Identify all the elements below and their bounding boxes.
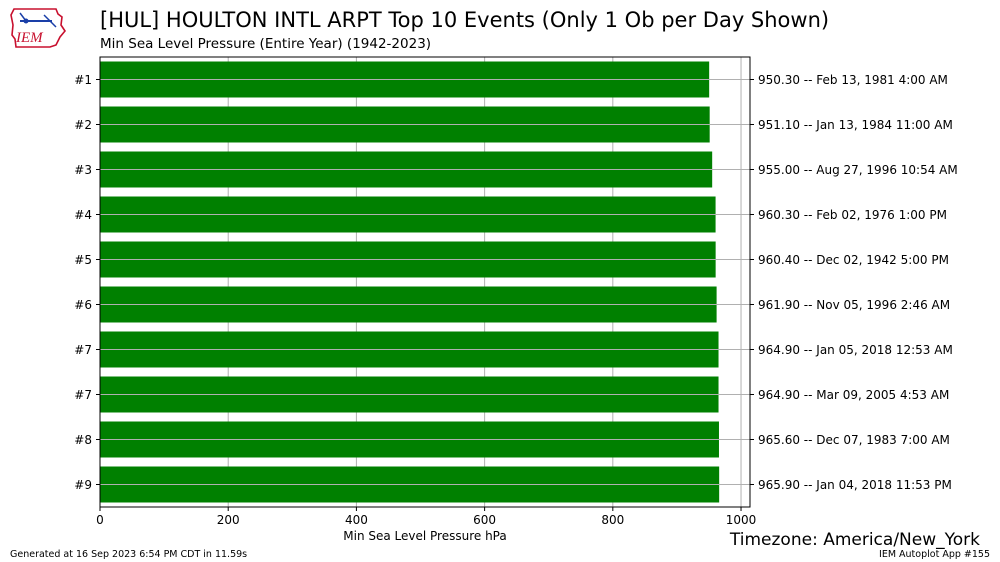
- x-tick-label: 1000: [726, 513, 757, 527]
- y-tick-label: #7: [74, 343, 92, 357]
- y-tick-label: #4: [74, 208, 92, 222]
- bar-data-label: 960.30 -- Feb 02, 1976 1:00 PM: [758, 208, 947, 222]
- app-credit: IEM Autoplot App #155: [879, 549, 990, 560]
- chart-title: [HUL] HOULTON INTL ARPT Top 10 Events (O…: [100, 8, 830, 32]
- y-tick-label: #3: [74, 163, 92, 177]
- logo-text: IEM: [15, 30, 44, 46]
- bars: [100, 61, 750, 503]
- timezone-label: Timezone: America/New_York: [729, 530, 980, 550]
- y-tick-label: #9: [74, 478, 92, 492]
- y-tick-label: #8: [74, 433, 92, 447]
- plot-frame: [99, 56, 751, 508]
- y-tick-label: #7: [74, 388, 92, 402]
- bar-data-label: 964.90 -- Mar 09, 2005 4:53 AM: [758, 388, 949, 402]
- x-tick-label: 400: [345, 513, 368, 527]
- x-tick-label: 0: [96, 513, 104, 527]
- y-tick-label: #1: [74, 73, 92, 87]
- y-tick-label: #2: [74, 118, 92, 132]
- y-tick-label: #6: [74, 298, 92, 312]
- generated-timestamp: Generated at 16 Sep 2023 6:54 PM CDT in …: [10, 549, 248, 560]
- bar-data-label: 965.60 -- Dec 07, 1983 7:00 AM: [758, 433, 950, 447]
- x-tick-label: 800: [601, 513, 624, 527]
- x-tick-label: 600: [473, 513, 496, 527]
- chart-subtitle: Min Sea Level Pressure (Entire Year) (19…: [100, 36, 432, 52]
- bar-data-label: 964.90 -- Jan 05, 2018 12:53 AM: [758, 343, 953, 357]
- bar-data-label: 951.10 -- Jan 13, 1984 11:00 AM: [758, 118, 953, 132]
- axis-ticks: 0 200 400 600 800 1000 #1 950.30 -- Feb 13, 198…: [74, 73, 957, 527]
- x-axis-label: Min Sea Level Pressure hPa: [343, 529, 506, 543]
- bar-data-label: 955.00 -- Aug 27, 1996 10:54 AM: [758, 163, 958, 177]
- bar-data-label: 965.90 -- Jan 04, 2018 11:53 PM: [758, 478, 952, 492]
- bar-data-label: 961.90 -- Nov 05, 1996 2:46 AM: [758, 298, 950, 312]
- iem-logo: IEM: [10, 8, 66, 48]
- y-tick-label: #5: [74, 253, 92, 267]
- bar-data-label: 950.30 -- Feb 13, 1981 4:00 AM: [758, 73, 948, 87]
- x-tick-label: 200: [217, 513, 240, 527]
- bar-data-label: 960.40 -- Dec 02, 1942 5:00 PM: [758, 253, 949, 267]
